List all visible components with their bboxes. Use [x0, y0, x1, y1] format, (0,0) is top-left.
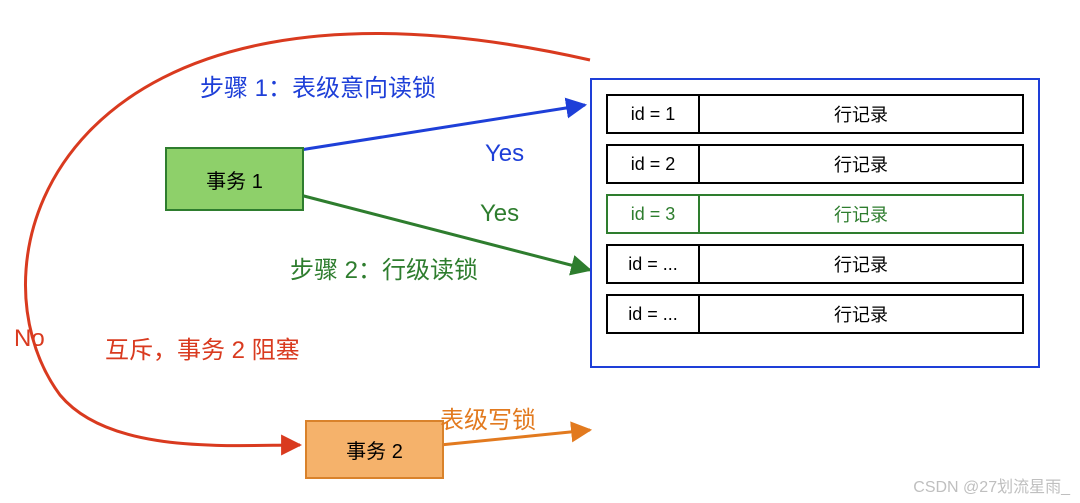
transaction-2-box: 事务 2	[305, 420, 444, 479]
label-step2: 步骤 2：行级读锁	[290, 250, 478, 285]
label-step1: 步骤 1：表级意向读锁	[200, 68, 436, 103]
row-id: id = 2	[608, 146, 700, 182]
table-frame: id = 1行记录id = 2行记录id = 3行记录id = ...行记录id…	[590, 78, 1040, 368]
label-no: No	[14, 325, 45, 353]
row-value: 行记录	[700, 246, 1022, 282]
transaction-2-label: 事务 2	[346, 435, 403, 464]
transaction-1-label: 事务 1	[206, 165, 263, 194]
row-id: id = ...	[608, 246, 700, 282]
label-red: 互斥，事务 2 阻塞	[105, 330, 300, 365]
watermark: CSDN @27划流星雨_	[913, 473, 1070, 497]
row-id: id = ...	[608, 296, 700, 332]
diagram-canvas: 事务 1 事务 2 id = 1行记录id = 2行记录id = 3行记录id …	[0, 0, 1080, 503]
table-row: id = 3行记录	[606, 194, 1024, 234]
row-value: 行记录	[700, 296, 1022, 332]
row-id: id = 1	[608, 96, 700, 132]
table-row: id = ...行记录	[606, 244, 1024, 284]
row-value: 行记录	[700, 146, 1022, 182]
edge-step1	[300, 105, 585, 150]
row-id: id = 3	[608, 196, 700, 232]
label-yes2: Yes	[480, 200, 519, 228]
table-row: id = 2行记录	[606, 144, 1024, 184]
transaction-1-box: 事务 1	[165, 147, 304, 211]
row-value: 行记录	[700, 196, 1022, 232]
table-row: id = ...行记录	[606, 294, 1024, 334]
table-row: id = 1行记录	[606, 94, 1024, 134]
label-yes1: Yes	[485, 140, 524, 168]
label-orange: 表级写锁	[440, 400, 536, 435]
row-value: 行记录	[700, 96, 1022, 132]
